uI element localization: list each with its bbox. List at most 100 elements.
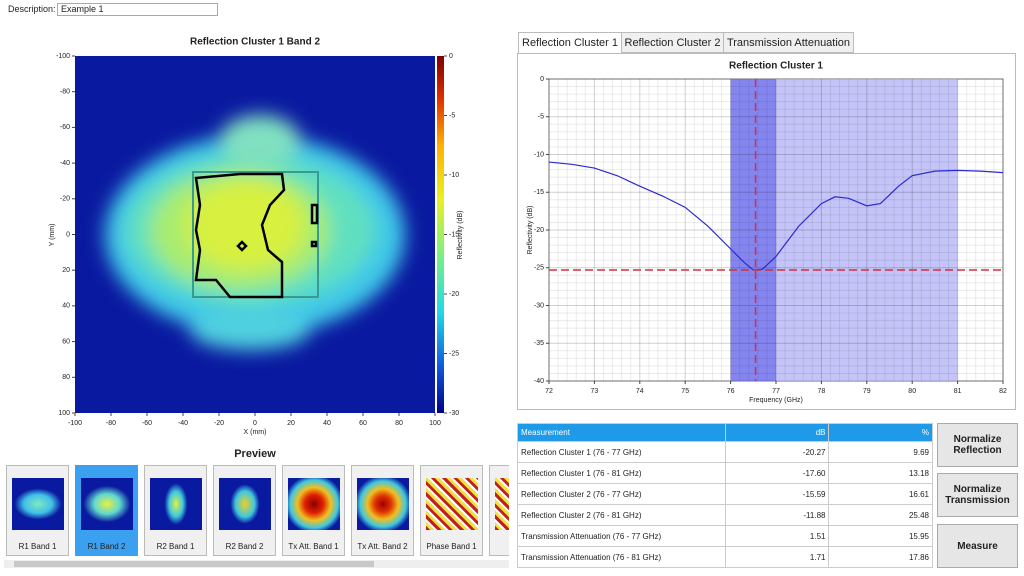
- table-cell: Reflection Cluster 1 (76 - 81 GHz): [517, 462, 726, 484]
- table-row[interactable]: Reflection Cluster 2 (76 - 77 GHz) -15.59…: [517, 483, 933, 505]
- tab[interactable]: Transmission Attenuation: [723, 32, 854, 53]
- thumbnail-label: R2 Band 2: [225, 542, 264, 551]
- table-cell: -17.60: [724, 462, 830, 484]
- y-tick-label: 0: [66, 231, 70, 238]
- y-tick-label: 0: [540, 76, 544, 83]
- y-tick-label: -40: [60, 160, 70, 167]
- thumbnail-image: [426, 478, 478, 530]
- table-cell: -20.27: [724, 441, 830, 463]
- data-line: [548, 161, 1004, 271]
- table-cell: 13.18: [828, 462, 933, 484]
- thumbnail-image: [81, 478, 133, 530]
- y-tick-label: 100: [58, 410, 70, 417]
- colorbar-tick-label: -25: [449, 350, 459, 357]
- tab[interactable]: Reflection Cluster 1: [518, 32, 622, 54]
- header-cell: Measurement: [517, 423, 726, 442]
- x-tick-label: 76: [727, 388, 735, 395]
- y-tick-label: 80: [62, 374, 70, 381]
- x-tick-label: 79: [863, 388, 871, 395]
- y-tick-label: 60: [62, 338, 70, 345]
- thumbnail-image: [150, 478, 202, 530]
- x-tick-label: 75: [681, 388, 689, 395]
- table-row[interactable]: Transmission Attenuation (76 - 81 GHz) 1.…: [517, 546, 933, 568]
- x-tick-label: -60: [142, 420, 152, 427]
- preview-strip: R1 Band 1 R1 Band 2 R2 Band 1 R2 Band 2 Tx A…: [4, 463, 509, 558]
- x-tick-label: -100: [68, 420, 82, 427]
- x-tick-label: -20: [214, 420, 224, 427]
- y-tick-label: -15: [534, 189, 544, 196]
- thumbnail-label: Phase Band 1: [426, 542, 477, 551]
- x-tick-label: 20: [287, 420, 295, 427]
- x-tick-label: 80: [395, 420, 403, 427]
- table-cell: 1.71: [724, 546, 830, 568]
- thumbnail-label: R1 Band 1: [18, 542, 57, 551]
- colorbar-tick-label: 0: [449, 53, 453, 60]
- table-row[interactable]: Reflection Cluster 2 (76 - 81 GHz) -11.88…: [517, 504, 933, 526]
- y-tick-label: 20: [62, 267, 70, 274]
- measurement-table: Measurement dB% Reflection Cluster 1 (76 -…: [517, 423, 933, 568]
- action-button[interactable]: Measure: [937, 524, 1018, 568]
- x-tick-label: -40: [178, 420, 188, 427]
- y-tick-label: -20: [534, 227, 544, 234]
- preview-thumbnail[interactable]: Tx Att. Band 1: [282, 465, 345, 556]
- thumbnail-label: R1 Band 2: [87, 542, 126, 551]
- table-row[interactable]: Reflection Cluster 1 (76 - 81 GHz) -17.60…: [517, 462, 933, 484]
- action-button[interactable]: Normalize Reflection: [937, 423, 1018, 467]
- thumbnail-label: Ph: [490, 542, 509, 551]
- x-tick-label: 78: [818, 388, 826, 395]
- scrollbar[interactable]: [4, 560, 509, 568]
- preview-thumbnail[interactable]: R2 Band 2: [213, 465, 276, 556]
- thumbnail-image: [357, 478, 409, 530]
- tab[interactable]: Reflection Cluster 2: [621, 32, 724, 53]
- table-row[interactable]: Reflection Cluster 1 (76 - 77 GHz) -20.27…: [517, 441, 933, 463]
- table-cell: 25.48: [828, 504, 933, 526]
- table-cell: -15.59: [724, 483, 830, 505]
- frequency-band: [776, 79, 958, 381]
- y-tick-label: -80: [60, 89, 70, 96]
- x-tick-label: 72: [545, 388, 553, 395]
- x-tick-label: 82: [999, 388, 1007, 395]
- preview-thumbnail[interactable]: R2 Band 1: [144, 465, 207, 556]
- y-tick-label: -5: [538, 114, 544, 121]
- preview-thumbnail[interactable]: R1 Band 1: [6, 465, 69, 556]
- x-axis-label: Frequency (GHz): [749, 397, 803, 404]
- chart-title: Reflection Cluster 1: [729, 61, 823, 72]
- colorbar-label: Reflectivity (dB): [457, 210, 464, 259]
- table-cell: Transmission Attenuation (76 - 77 GHz): [517, 525, 726, 547]
- heatmap-chart: Reflection Cluster 1 Band 2 X (mm) Y (mm…: [49, 37, 464, 460]
- colorbar-tick-label: -10: [449, 172, 459, 179]
- thumbnail-image: [495, 478, 509, 530]
- y-tick-label: -10: [534, 151, 544, 158]
- y-tick-label: -60: [60, 124, 70, 131]
- y-tick-label: -20: [60, 196, 70, 203]
- table-cell: -11.88: [724, 504, 830, 526]
- colorbar-tick-label: -30: [449, 410, 459, 417]
- y-axis-label: Reflectivity (dB): [527, 205, 534, 254]
- colorbar-tick-label: -15: [449, 231, 459, 238]
- preview-thumbnail[interactable]: Phase Band 1: [420, 465, 483, 556]
- tab-panel: [517, 53, 1016, 410]
- table-cell: Reflection Cluster 2 (76 - 81 GHz): [517, 504, 726, 526]
- thumbnail-label: R2 Band 1: [156, 542, 195, 551]
- x-tick-label: -80: [106, 420, 116, 427]
- action-button[interactable]: Normalize Transmission: [937, 473, 1018, 517]
- line-chart: Reflection Cluster 1 72 73 74 75 76 77 78 79 80 81…: [527, 61, 1007, 404]
- thumbnail-image: [288, 478, 340, 530]
- preview-thumbnail[interactable]: Tx Att. Band 2: [351, 465, 414, 556]
- scroll-thumb[interactable]: [14, 561, 374, 567]
- colorbar: [437, 56, 444, 413]
- x-tick-label: 0: [253, 420, 257, 427]
- table-row[interactable]: Transmission Attenuation (76 - 77 GHz) 1.…: [517, 525, 933, 547]
- y-tick-label: 40: [62, 303, 70, 310]
- heatmap-image: [75, 56, 435, 413]
- preview-thumbnail[interactable]: R1 Band 2: [75, 465, 138, 556]
- table-cell: Transmission Attenuation (76 - 81 GHz): [517, 546, 726, 568]
- preview-thumbnail[interactable]: Ph: [489, 465, 509, 556]
- table-cell: Reflection Cluster 1 (76 - 77 GHz): [517, 441, 726, 463]
- preview-title: Preview: [234, 448, 276, 460]
- description-input[interactable]: Example 1: [57, 3, 218, 16]
- x-tick-label: 40: [323, 420, 331, 427]
- thumbnail-image: [219, 478, 271, 530]
- y-axis-label: Y (mm): [49, 224, 56, 247]
- x-axis-label: X (mm): [244, 429, 267, 436]
